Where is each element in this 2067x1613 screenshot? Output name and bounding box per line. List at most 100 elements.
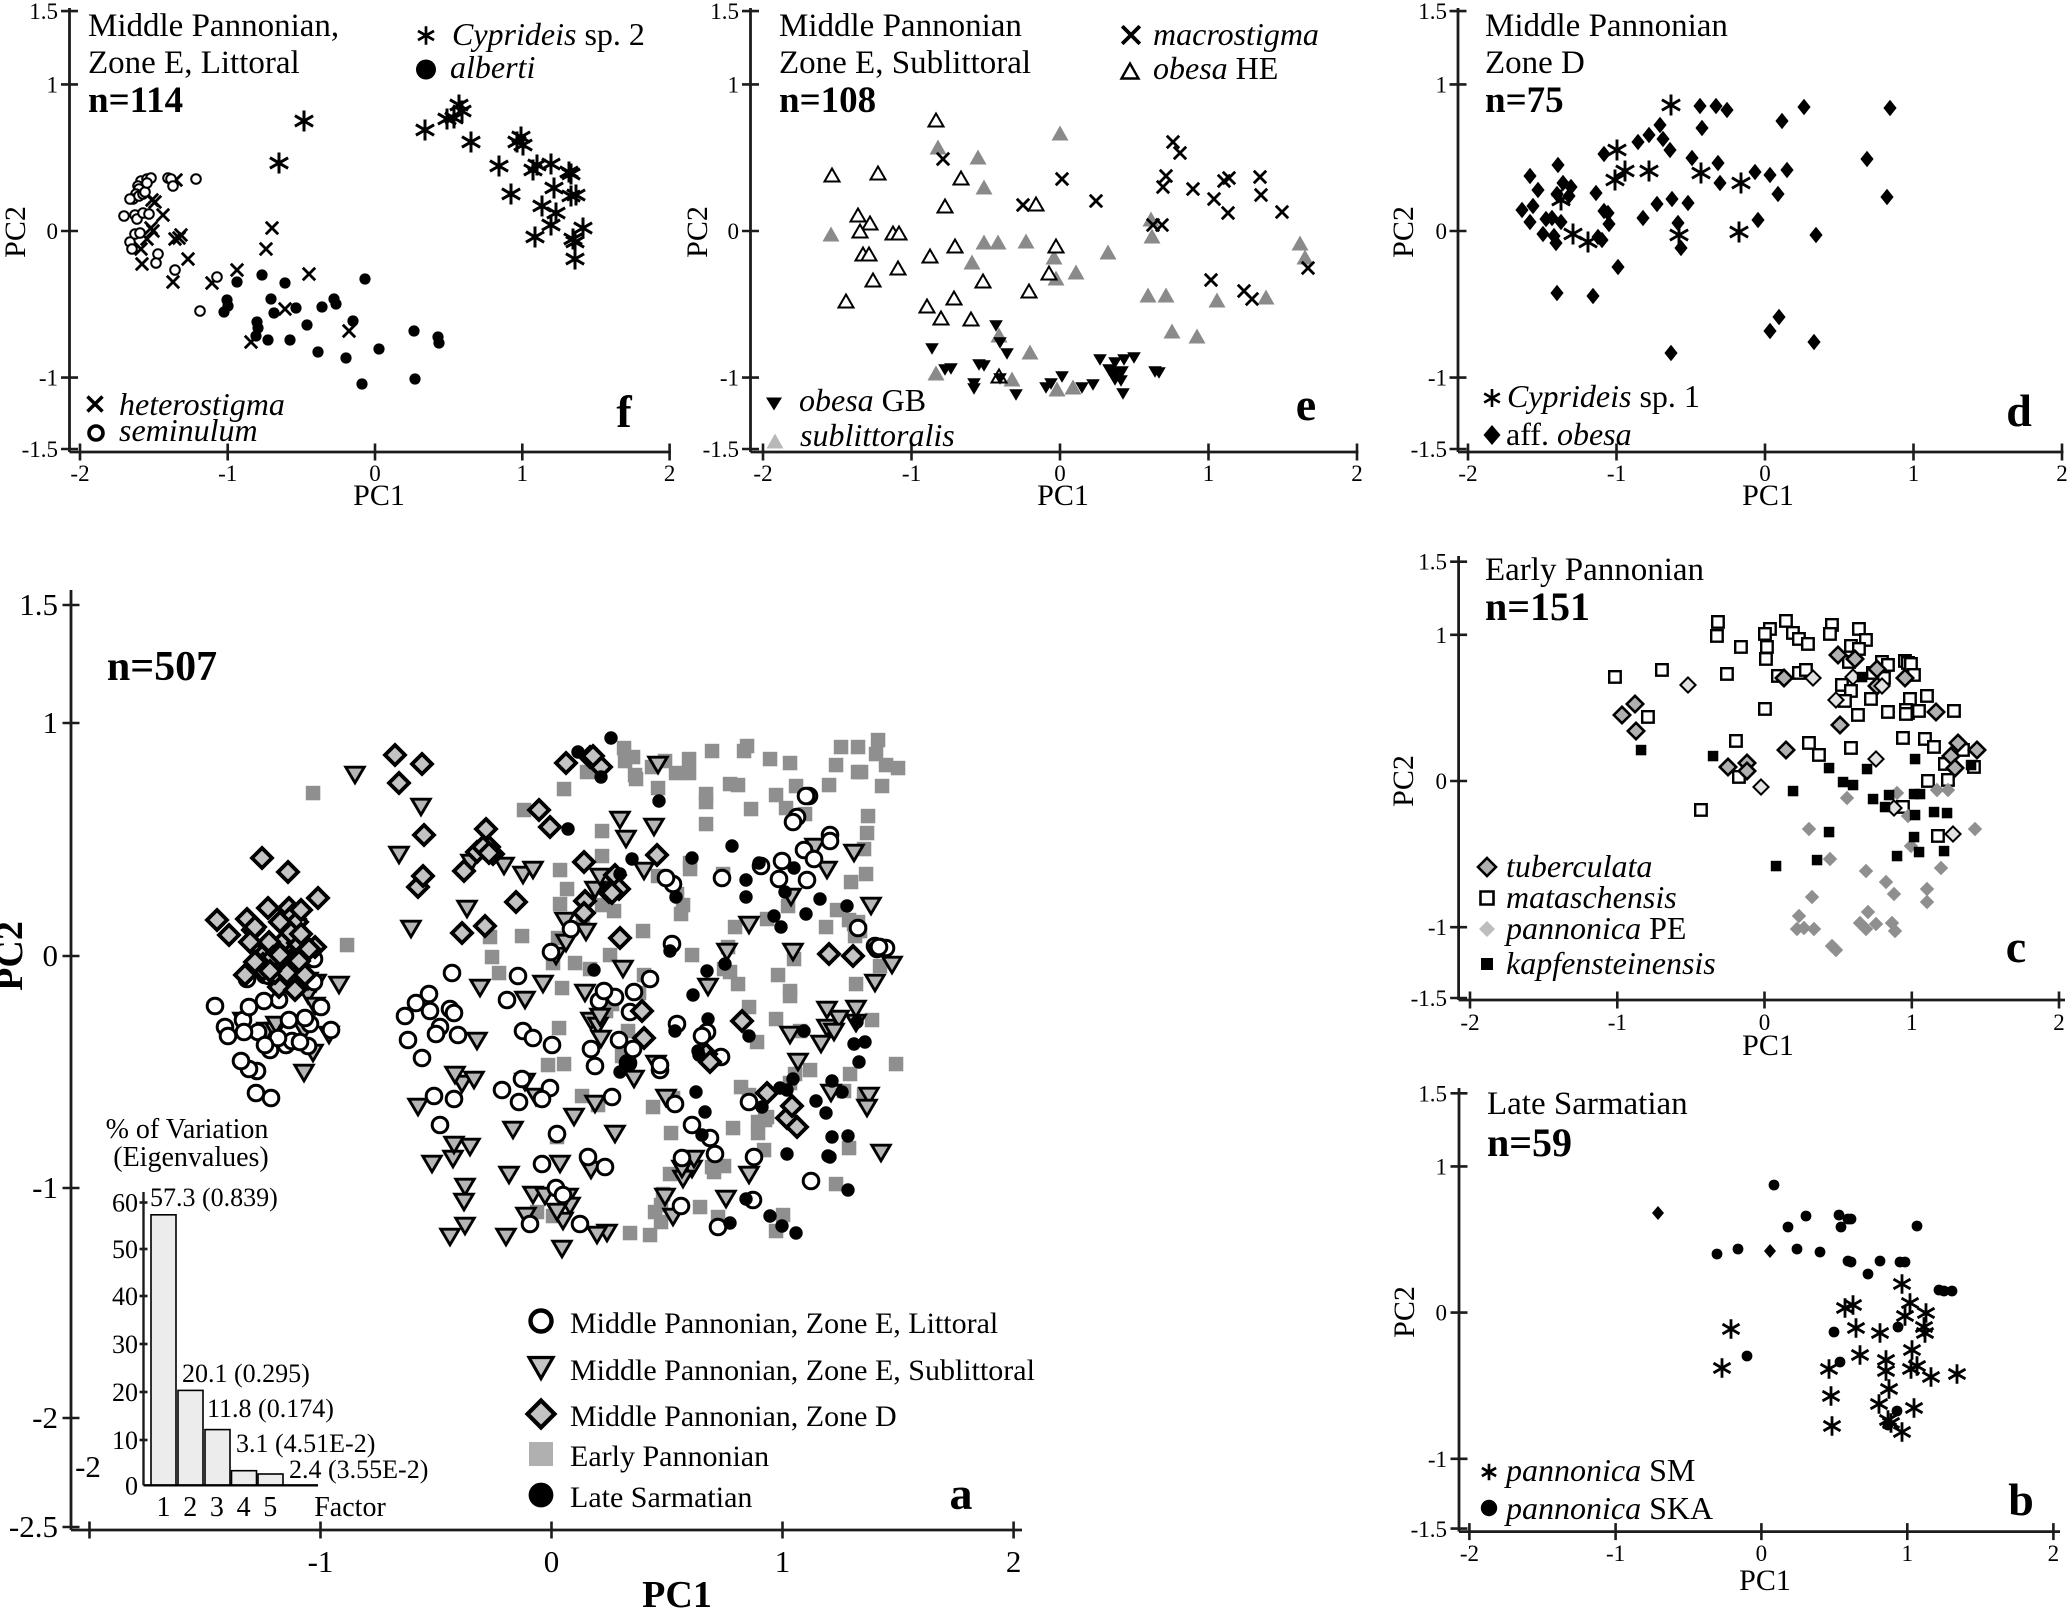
svg-text:Factor: Factor: [314, 1492, 386, 1523]
svg-text:heterostigma: heterostigma: [119, 386, 285, 422]
svg-text:seminulum: seminulum: [119, 412, 258, 448]
svg-text:-2: -2: [32, 1400, 58, 1435]
svg-text:2: 2: [2048, 1541, 2060, 1566]
svg-text:1: 1: [47, 72, 59, 97]
svg-text:e: e: [1296, 379, 1316, 430]
svg-text:60: 60: [112, 1189, 138, 1218]
svg-text:1: 1: [1436, 1154, 1448, 1179]
svg-text:obesa GB: obesa GB: [799, 382, 926, 418]
svg-text:3.1 (4.51E-2): 3.1 (4.51E-2): [236, 1429, 375, 1458]
svg-text:n=59: n=59: [1487, 1120, 1572, 1165]
svg-text:-1.5: -1.5: [1411, 1517, 1447, 1542]
svg-text:0: 0: [1759, 461, 1771, 486]
svg-text:0: 0: [1436, 1301, 1448, 1326]
svg-text:Late Sarmatian: Late Sarmatian: [1487, 1086, 1688, 1122]
svg-text:-1: -1: [1608, 1010, 1627, 1035]
svg-text:-1.5: -1.5: [1411, 986, 1447, 1011]
svg-text:(Eigenvalues): (Eigenvalues): [113, 1142, 269, 1173]
svg-text:-1: -1: [1607, 461, 1626, 486]
svg-text:0: 0: [47, 219, 59, 244]
svg-text:3: 3: [210, 1492, 224, 1523]
svg-text:0: 0: [1759, 1010, 1771, 1035]
svg-text:2: 2: [2056, 461, 2067, 486]
svg-text:-1: -1: [720, 366, 739, 391]
svg-text:Middle Pannonian: Middle Pannonian: [779, 8, 1022, 44]
svg-text:-1: -1: [218, 461, 237, 486]
svg-text:-2: -2: [1460, 1541, 1479, 1566]
svg-text:PC1: PC1: [1037, 479, 1089, 512]
svg-text:-2: -2: [70, 461, 89, 486]
svg-text:1.5: 1.5: [29, 0, 58, 24]
svg-text:a: a: [950, 1468, 973, 1519]
svg-text:sublittoralis: sublittoralis: [800, 417, 955, 453]
svg-text:aff. obesa: aff. obesa: [1506, 416, 1632, 452]
svg-text:-2: -2: [75, 1449, 101, 1484]
svg-text:0: 0: [544, 1544, 560, 1579]
svg-text:50: 50: [112, 1235, 138, 1264]
svg-text:Middle Pannonian: Middle Pannonian: [1485, 8, 1728, 44]
svg-text:1: 1: [1908, 461, 1920, 486]
svg-text:n=507: n=507: [107, 644, 217, 690]
svg-text:1: 1: [157, 1492, 171, 1523]
svg-text:0: 0: [369, 461, 381, 486]
svg-text:-2: -2: [1460, 1010, 1479, 1035]
svg-text:mataschensis: mataschensis: [1506, 879, 1677, 915]
svg-text:1: 1: [1902, 1541, 1914, 1566]
svg-text:0: 0: [1436, 769, 1448, 794]
svg-text:PC1: PC1: [1742, 479, 1794, 512]
svg-text:-1: -1: [1428, 915, 1447, 940]
svg-text:-2: -2: [753, 461, 772, 486]
svg-text:0: 0: [125, 1471, 138, 1500]
svg-text:PC2: PC2: [1387, 755, 1420, 807]
svg-text:-1: -1: [1428, 1447, 1447, 1472]
svg-text:c: c: [2006, 921, 2026, 972]
svg-text:10: 10: [112, 1426, 138, 1455]
svg-text:Late Sarmatian: Late Sarmatian: [570, 1481, 752, 1514]
svg-text:pannonica SM: pannonica SM: [1504, 1452, 1695, 1488]
svg-text:1: 1: [1203, 461, 1215, 486]
svg-text:tuberculata: tuberculata: [1506, 848, 1652, 884]
svg-text:1: 1: [775, 1544, 791, 1579]
svg-text:-1.5: -1.5: [22, 437, 58, 462]
svg-text:d: d: [2006, 385, 2032, 436]
svg-text:11.8 (0.174): 11.8 (0.174): [207, 1394, 334, 1423]
svg-text:20.1 (0.295): 20.1 (0.295): [182, 1359, 310, 1388]
svg-text:b: b: [2008, 1474, 2034, 1525]
svg-text:1.5: 1.5: [1418, 1081, 1447, 1106]
svg-text:PC2: PC2: [1388, 1286, 1421, 1338]
svg-text:PC2: PC2: [0, 206, 32, 258]
svg-text:20: 20: [112, 1378, 138, 1407]
svg-text:1: 1: [517, 461, 529, 486]
svg-text:n=151: n=151: [1485, 584, 1590, 629]
svg-text:PC2: PC2: [681, 206, 714, 258]
svg-text:Cyprideis sp. 1: Cyprideis sp. 1: [1507, 378, 1700, 414]
svg-text:1: 1: [1436, 623, 1448, 648]
svg-text:Cyprideis sp. 2: Cyprideis sp. 2: [452, 16, 645, 52]
svg-text:PC2: PC2: [0, 921, 31, 991]
svg-text:4: 4: [237, 1492, 251, 1523]
svg-text:Zone E, Sublittoral: Zone E, Sublittoral: [779, 45, 1031, 81]
svg-text:2: 2: [1351, 461, 1363, 486]
svg-text:1: 1: [1436, 72, 1448, 97]
svg-text:kapfensteinensis: kapfensteinensis: [1506, 945, 1716, 981]
svg-text:-1.5: -1.5: [1411, 437, 1447, 462]
svg-text:1.5: 1.5: [1418, 550, 1447, 575]
svg-text:1.5: 1.5: [19, 587, 58, 622]
svg-text:Early Pannonian: Early Pannonian: [570, 1440, 769, 1473]
svg-text:-1: -1: [39, 366, 58, 391]
svg-text:-2: -2: [1458, 461, 1477, 486]
svg-text:macrostigma: macrostigma: [1153, 16, 1319, 52]
svg-text:pannonica SKA: pannonica SKA: [1504, 1490, 1713, 1526]
svg-text:n=108: n=108: [779, 80, 876, 121]
svg-text:1: 1: [728, 72, 740, 97]
svg-text:obesa HE: obesa HE: [1153, 50, 1278, 86]
svg-text:n=114: n=114: [88, 80, 183, 121]
svg-text:f: f: [616, 386, 632, 437]
svg-text:-1: -1: [1428, 366, 1447, 391]
svg-text:Middle Pannonian, Zone E, Subl: Middle Pannonian, Zone E, Sublittoral: [570, 1354, 1035, 1387]
svg-text:40: 40: [112, 1282, 138, 1311]
svg-text:-1: -1: [1606, 1541, 1625, 1566]
svg-text:Middle Pannonian, Zone E, Litt: Middle Pannonian, Zone E, Littoral: [570, 1307, 998, 1340]
svg-text:PC2: PC2: [1387, 206, 1420, 258]
svg-text:2: 2: [1006, 1544, 1022, 1579]
